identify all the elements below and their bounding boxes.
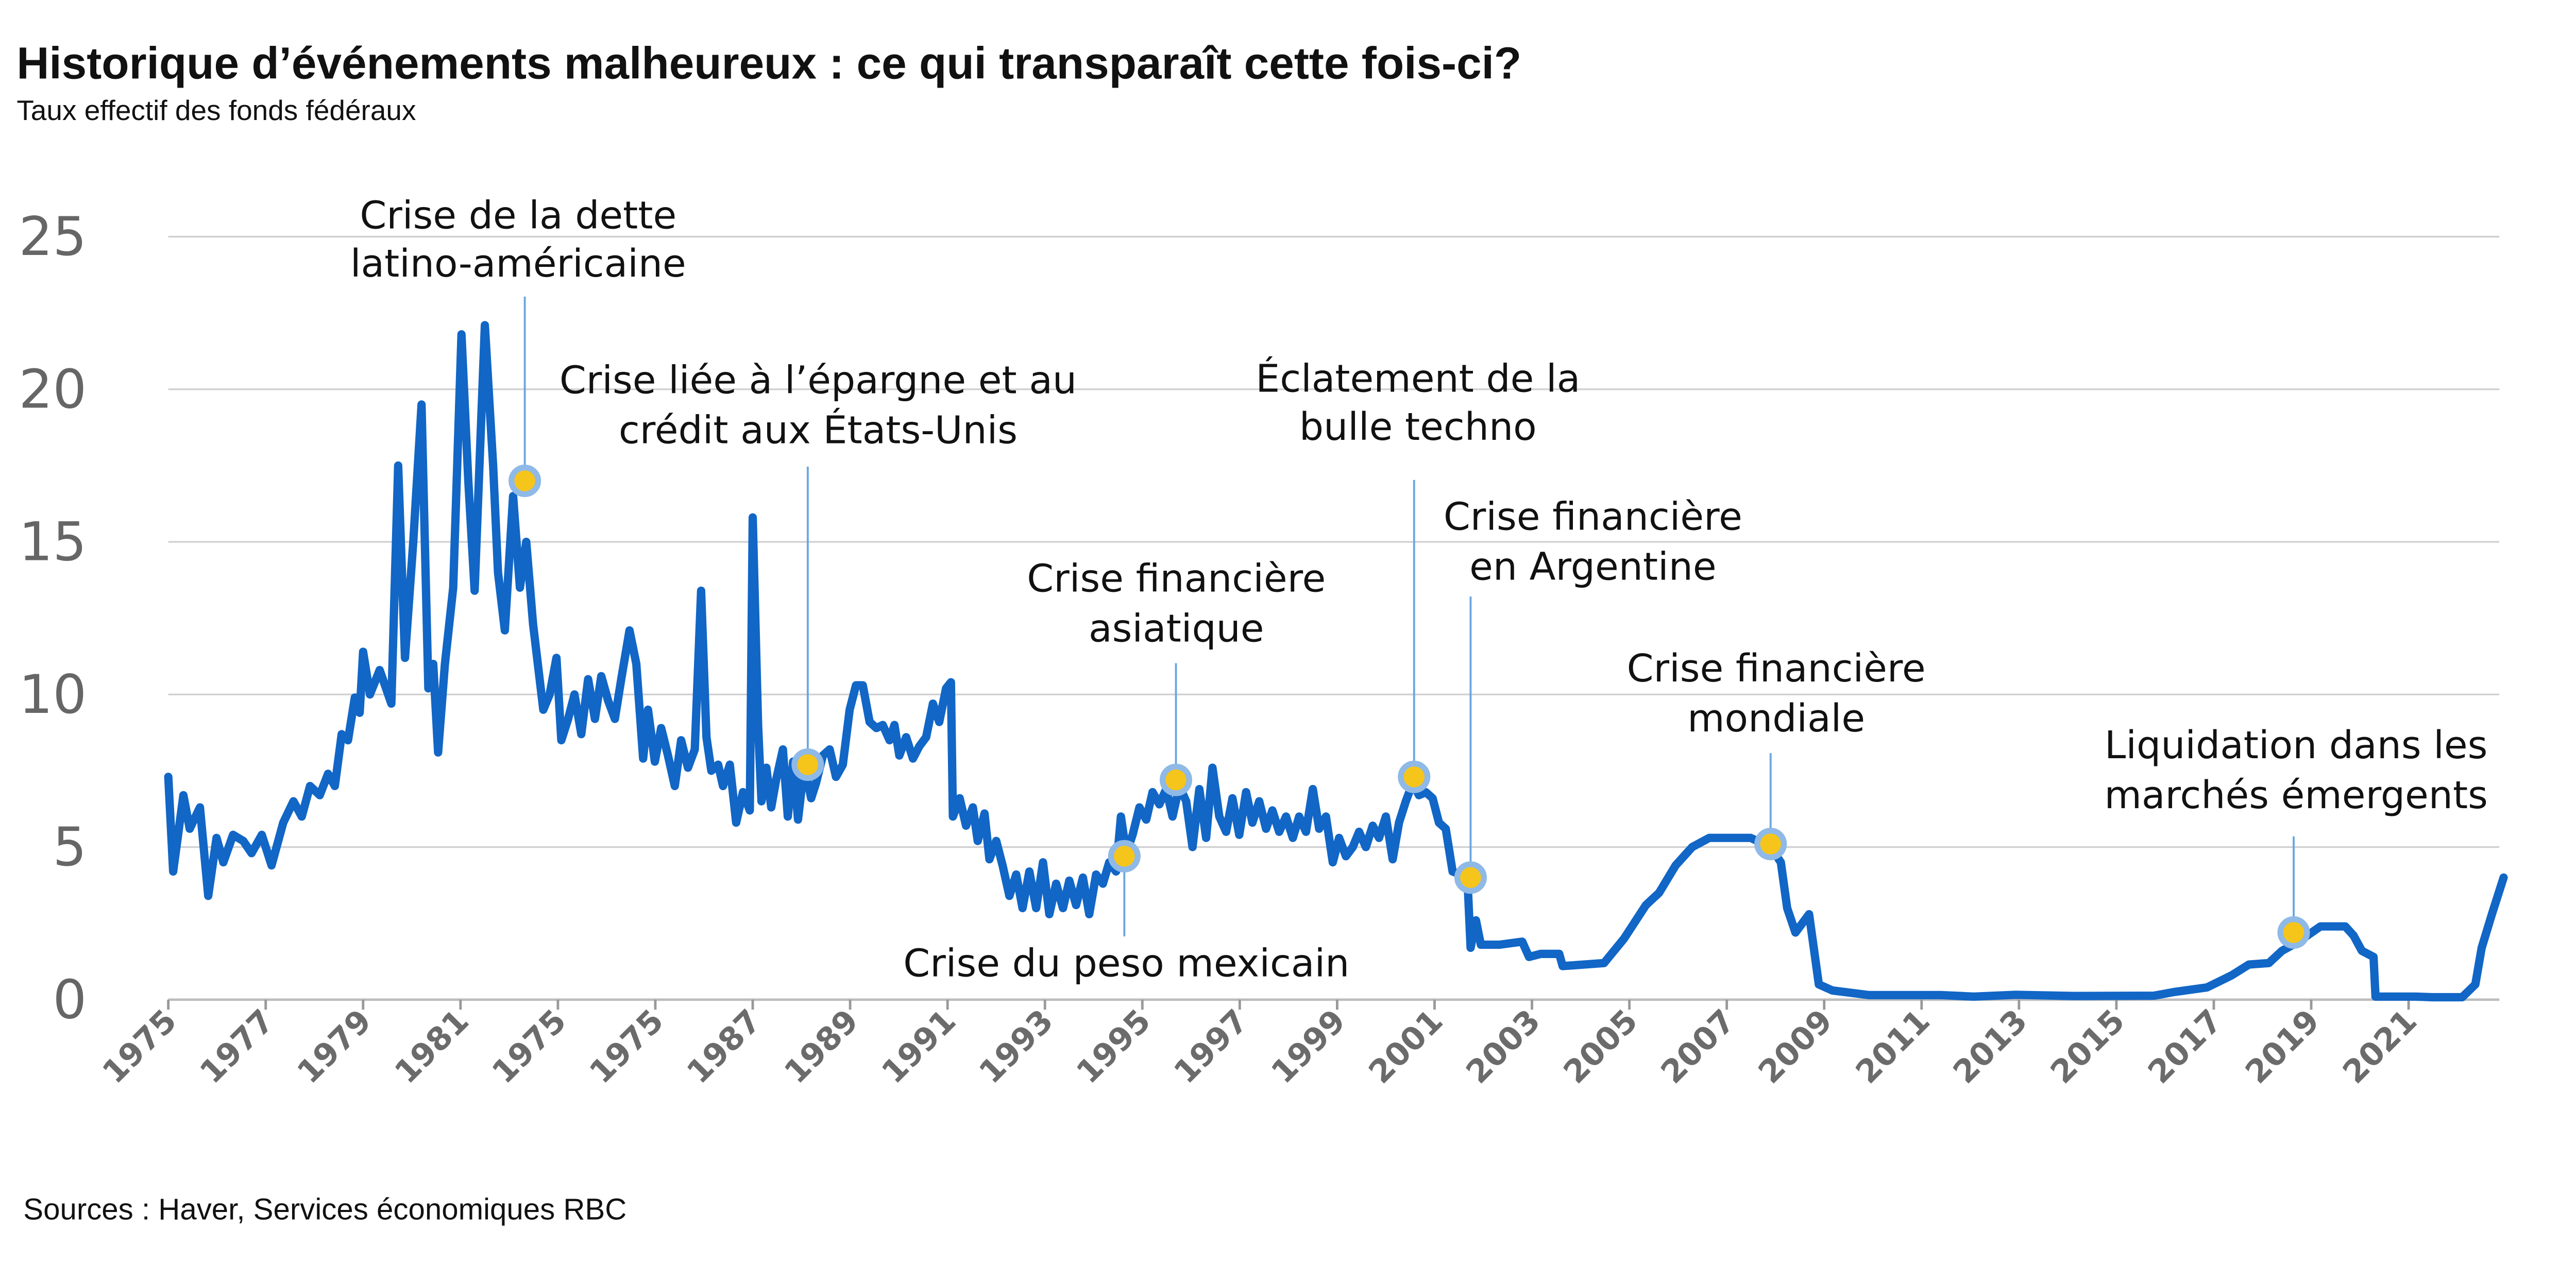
x-tick-label: 2019 bbox=[2239, 1002, 2327, 1090]
event-marker bbox=[791, 748, 824, 781]
x-tick-label: 1987 bbox=[680, 1002, 768, 1090]
x-tick-label: 1999 bbox=[1264, 1002, 1352, 1090]
annotation-label: asiatique bbox=[1089, 606, 1264, 651]
x-tick-label: 1991 bbox=[875, 1002, 963, 1090]
x-tick-label: 2021 bbox=[2336, 1002, 2424, 1090]
x-tick-label: 1995 bbox=[1070, 1002, 1158, 1090]
annotation-label: Crise financière bbox=[1627, 646, 1926, 691]
event-marker bbox=[1159, 763, 1193, 796]
y-tick-label: 5 bbox=[53, 816, 87, 878]
x-tick-label: 2005 bbox=[1556, 1002, 1645, 1090]
x-tick-label: 2011 bbox=[1849, 1002, 1937, 1090]
event-marker bbox=[1454, 861, 1487, 894]
annotation-label: Crise du peso mexicain bbox=[903, 941, 1349, 985]
chart-title: Historique d’événements malheureux : ce … bbox=[16, 38, 1521, 88]
annotation-label: Crise financière bbox=[1444, 494, 1742, 539]
annotation-label: marchés émergents bbox=[2104, 773, 2487, 817]
x-tick-label: 1989 bbox=[777, 1002, 866, 1090]
annotation-label: mondiale bbox=[1687, 696, 1865, 741]
x-tick-label: 2017 bbox=[2141, 1002, 2229, 1090]
annotation-label: Éclatement de la bbox=[1256, 355, 1580, 401]
annotation-label: en Argentine bbox=[1469, 544, 1717, 589]
x-tick-label: 2013 bbox=[1946, 1002, 2035, 1090]
annotation-label: Crise de la dette bbox=[360, 193, 676, 237]
annotation-label: crédit aux États-Unis bbox=[619, 407, 1018, 453]
event-marker bbox=[509, 464, 541, 498]
x-tick-label: 1993 bbox=[972, 1002, 1060, 1090]
y-tick-label: 10 bbox=[19, 664, 87, 726]
x-tick-label: 1975 bbox=[583, 1002, 671, 1090]
x-tick-label: 2003 bbox=[1459, 1002, 1547, 1090]
event-marker bbox=[1108, 840, 1141, 873]
x-tick-label: 1979 bbox=[291, 1002, 379, 1090]
event-marker bbox=[2277, 916, 2310, 949]
y-tick-label: 20 bbox=[19, 359, 87, 420]
x-tick-label: 1981 bbox=[388, 1002, 476, 1090]
x-tick-label: 1977 bbox=[193, 1002, 281, 1090]
annotation-label: Crise financière bbox=[1027, 556, 1326, 601]
x-tick-label: 2015 bbox=[2044, 1002, 2132, 1090]
x-tick-label: 2009 bbox=[1752, 1002, 1840, 1090]
annotation-label: Liquidation dans les bbox=[2105, 723, 2488, 767]
x-tick-label: 1975 bbox=[96, 1002, 184, 1090]
event-marker bbox=[1398, 760, 1431, 793]
series-line bbox=[164, 321, 2508, 1002]
source-note: Sources : Haver, Services économiques RB… bbox=[23, 1193, 626, 1226]
annotation-label: latino-américaine bbox=[350, 241, 686, 286]
y-tick-label: 0 bbox=[53, 969, 87, 1031]
annotation-label: bulle techno bbox=[1299, 404, 1537, 449]
x-tick-label: 2001 bbox=[1362, 1002, 1450, 1090]
x-tick-label: 1997 bbox=[1167, 1002, 1255, 1090]
annotation-label: Crise liée à l’épargne et au bbox=[560, 358, 1077, 403]
y-tick-label: 15 bbox=[19, 511, 87, 573]
y-tick-label: 25 bbox=[19, 206, 87, 268]
event-marker bbox=[1754, 828, 1787, 861]
chart-subtitle: Taux effectif des fonds fédéraux bbox=[16, 94, 416, 126]
x-tick-label: 1975 bbox=[485, 1002, 573, 1090]
x-tick-label: 2007 bbox=[1654, 1002, 1742, 1090]
